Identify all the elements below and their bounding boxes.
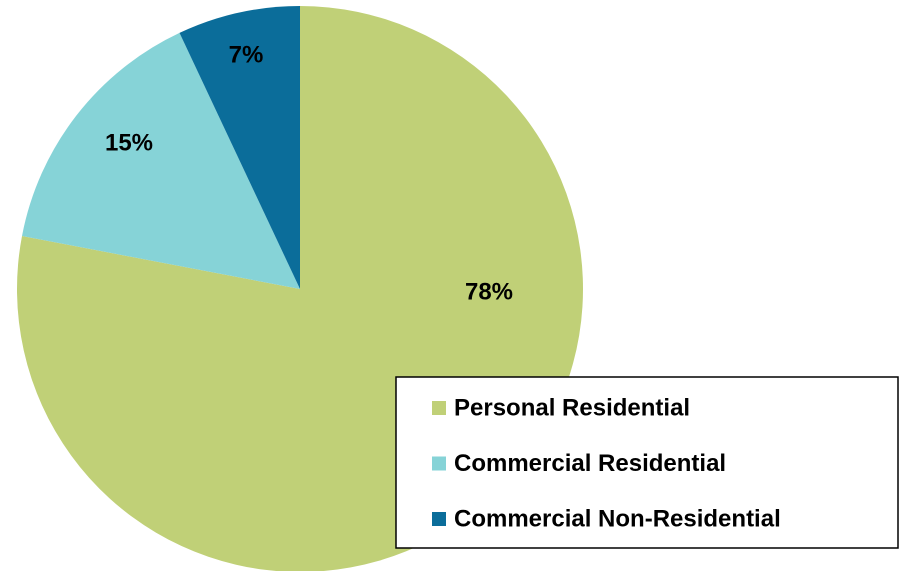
legend-label: Commercial Residential xyxy=(454,450,726,477)
pie-slice xyxy=(22,32,301,289)
data-label: 78% xyxy=(465,278,513,305)
legend-label: Personal Residential xyxy=(454,394,690,421)
legend-swatch xyxy=(432,401,446,415)
legend-box xyxy=(395,376,899,549)
legend-swatch xyxy=(432,512,446,526)
data-label: 15% xyxy=(105,129,153,156)
data-label: 7% xyxy=(229,41,264,68)
legend-swatch xyxy=(432,456,446,471)
pie-slice xyxy=(179,6,300,289)
legend-label: Commercial Non-Residential xyxy=(454,505,781,532)
